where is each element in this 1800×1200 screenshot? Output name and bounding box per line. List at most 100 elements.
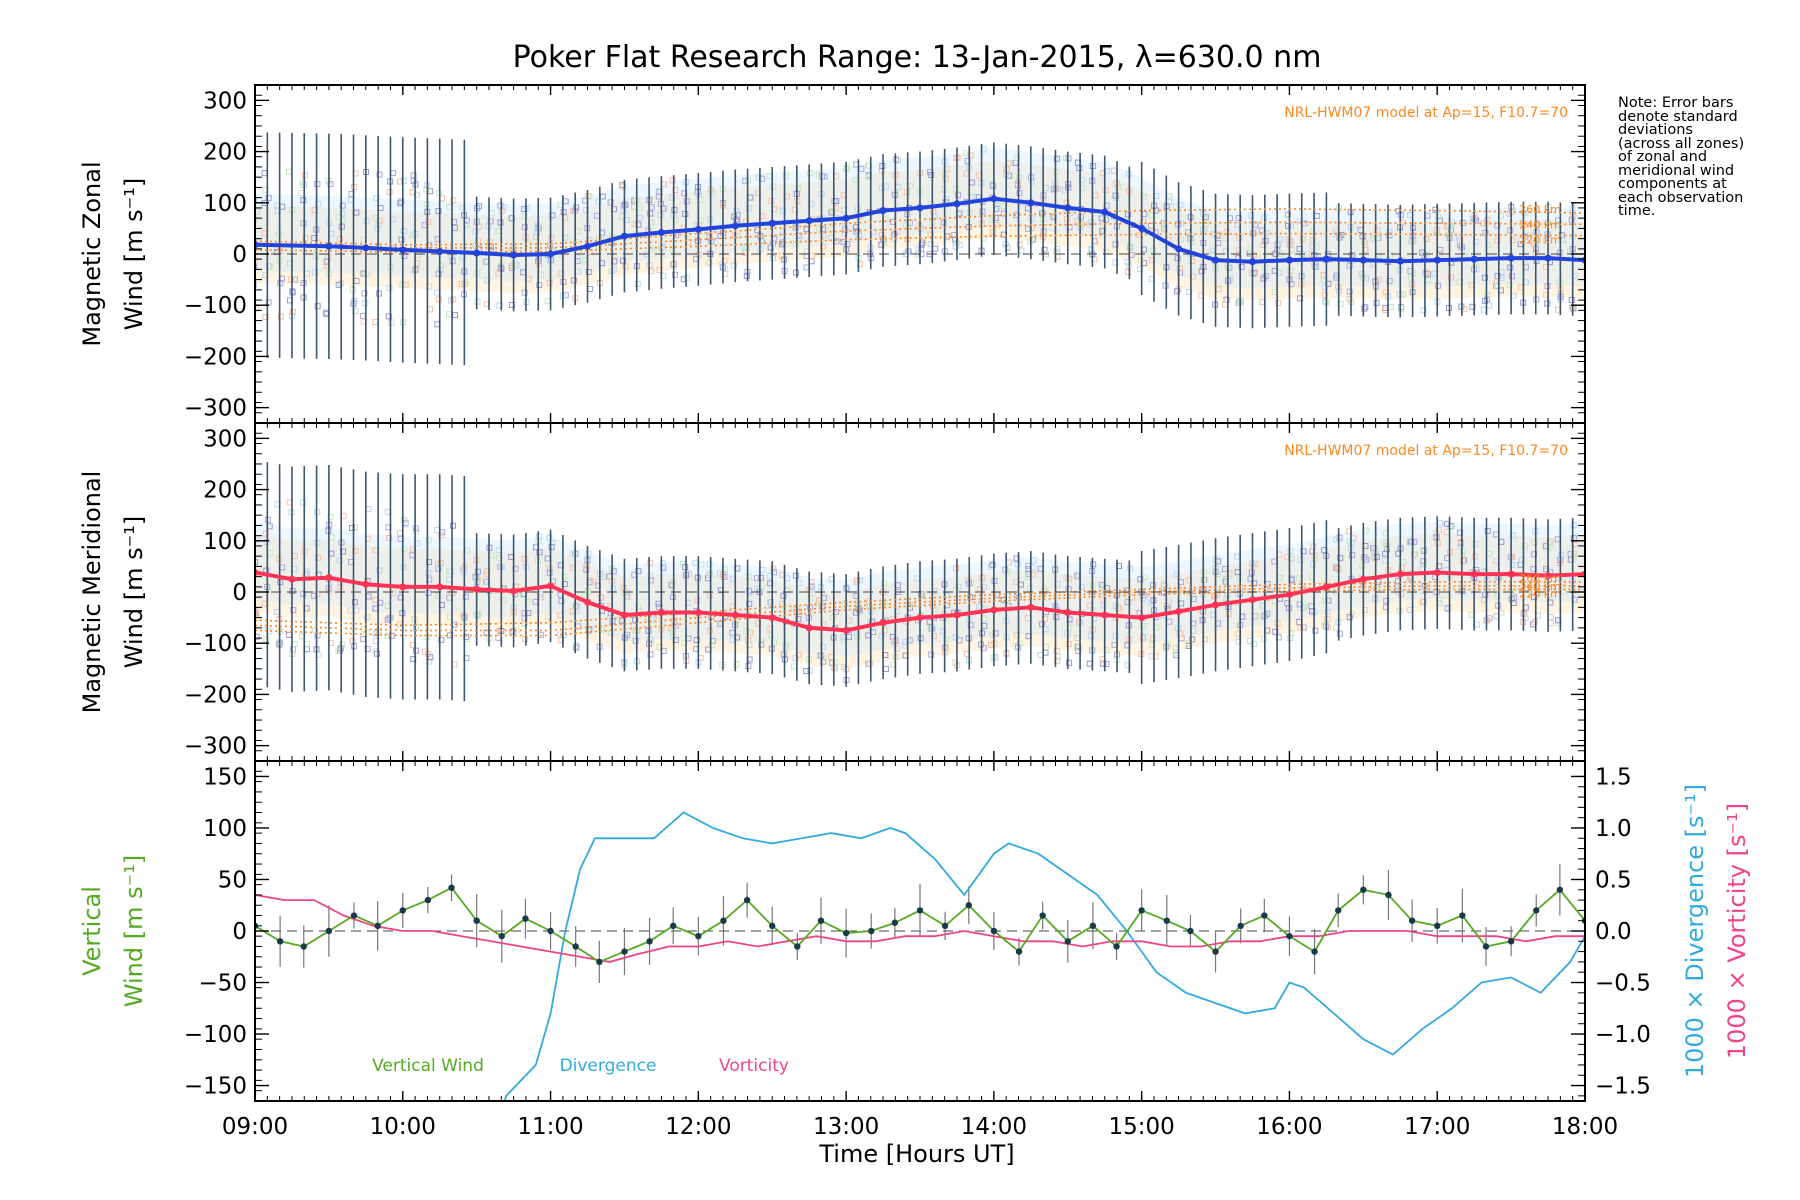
meridional-zone-square [364, 614, 371, 621]
zonal-zone-square [878, 185, 885, 192]
vertical-wind-point [1533, 907, 1540, 914]
zonal-zone-square [1127, 243, 1134, 250]
zonal-zone-square [1297, 295, 1304, 302]
zonal-zone-square [989, 216, 996, 223]
meridional-zone-square [832, 665, 839, 672]
meridional-zone-square [770, 565, 777, 572]
zonal-zone-square [298, 189, 305, 196]
meridional-zone-square [989, 632, 996, 639]
zonal-zone-square [277, 313, 284, 320]
meridional-mean-point [879, 619, 887, 627]
vertical-x-ticks [254, 761, 1586, 1101]
zonal-zone-square [255, 215, 258, 222]
plot-layer: NRL-HWM07 model at Ap=15, F10.7=70 260 km… [78, 84, 1751, 1140]
zonal-zone-square [1251, 252, 1257, 259]
zonal-zone-square [1374, 227, 1381, 234]
meridional-zone-square [1176, 586, 1183, 593]
zonal-zone-square [684, 274, 691, 281]
meridional-zone-square [878, 633, 885, 640]
vertical-wind-point [399, 907, 406, 914]
meridional-zone-square [1029, 571, 1036, 578]
meridional-zone-square [1016, 640, 1023, 647]
meridional-zone-square [521, 556, 528, 562]
zonal-zone-square [1469, 216, 1476, 223]
zonal-zone-square [1028, 178, 1035, 185]
vertical-wind-point [572, 943, 579, 950]
zonal-zone-square [450, 197, 457, 204]
zonal-zone-square [435, 296, 442, 303]
zonal-zone-square [302, 234, 309, 241]
meridional-zone-square [365, 506, 372, 512]
zonal-mean-point [990, 195, 998, 203]
zonal-zone-square [622, 263, 629, 270]
meridional-mean-point [1101, 611, 1109, 619]
vertical-wind-point [300, 943, 307, 950]
meridional-zone-square [352, 548, 359, 554]
vertical-wind-point [720, 917, 727, 924]
meridional-zone-square [558, 598, 565, 604]
zonal-zone-square [386, 284, 393, 291]
meridional-zone-square [1029, 564, 1036, 571]
meridional-zone-square [1310, 561, 1316, 568]
zonal-zone-square [1309, 243, 1316, 250]
zonal-y-tick-label: −300 [184, 396, 247, 422]
meridional-zone-square [1570, 522, 1577, 529]
zonal-zone-square [1359, 233, 1366, 240]
meridional-y-tick-label: 300 [203, 426, 247, 452]
meridional-zone-square [413, 528, 420, 535]
zonal-zone-square [460, 254, 466, 261]
meridional-zone-square [768, 632, 775, 639]
zonal-mean-point [1396, 257, 1404, 265]
zonal-zone-square [1115, 183, 1122, 190]
vertical-wind-point [596, 958, 603, 966]
zonal-zone-square [582, 207, 589, 214]
zonal-y-tick-label: 200 [203, 140, 247, 166]
meridional-zone-square [1150, 635, 1156, 642]
meridional-model-altitude-label: 220 km [1519, 587, 1561, 600]
zonal-zone-square [300, 197, 307, 204]
meridional-y-tick-label: 200 [203, 478, 247, 504]
meridional-mean-point [694, 608, 702, 616]
zonal-zone-square [1137, 266, 1144, 273]
meridional-zone-square [782, 642, 789, 649]
vertical-wind-point [1385, 891, 1392, 899]
vorticity-line [255, 894, 1585, 963]
zonal-zone-square [1201, 225, 1208, 232]
vertical-wind-point [1064, 938, 1071, 945]
zonal-zone-square [1447, 274, 1454, 281]
meridional-y-tick-label: −100 [184, 631, 247, 657]
meridional-zone-square [1140, 634, 1146, 641]
zonal-zone-square [484, 277, 491, 284]
meridional-zone-square [425, 537, 432, 544]
meridional-zone-square [524, 598, 531, 605]
meridional-zone-square [286, 631, 293, 638]
zonal-zone-square [1088, 245, 1095, 252]
legend-entry-2: Vorticity [719, 1056, 789, 1076]
zonal-zone-square [1472, 239, 1479, 245]
zonal-mean-point [694, 225, 702, 233]
meridional-zone-square [299, 499, 306, 506]
meridional-zone-square [792, 572, 799, 579]
meridional-zone-square [1088, 633, 1095, 639]
zonal-zone-square [386, 189, 393, 195]
meridional-mean-point [1064, 608, 1072, 616]
zonal-zone-square [255, 263, 258, 270]
meridional-zone-square [1086, 660, 1093, 667]
vertical-wind-point [965, 902, 972, 909]
zonal-zone-square [706, 259, 713, 266]
meridional-zone-square [376, 567, 383, 574]
meridional-zone-square [1420, 587, 1427, 594]
meridional-zone-square [721, 566, 728, 572]
vertical-wind-point [448, 884, 455, 891]
zonal-zone-square [1398, 305, 1405, 312]
meridional-zone-square [1076, 644, 1083, 651]
meridional-zone-square [450, 522, 456, 529]
vertical-wind-point [941, 922, 949, 930]
zonal-zone-square [544, 297, 551, 304]
meridional-zone-square [460, 612, 467, 619]
meridional-zone-square [1100, 597, 1107, 604]
meridional-zone-square [1124, 599, 1131, 606]
meridional-zone-square [953, 565, 959, 572]
meridional-zone-square [647, 559, 654, 566]
meridional-model-altitude-label: 240 km [1519, 580, 1561, 593]
